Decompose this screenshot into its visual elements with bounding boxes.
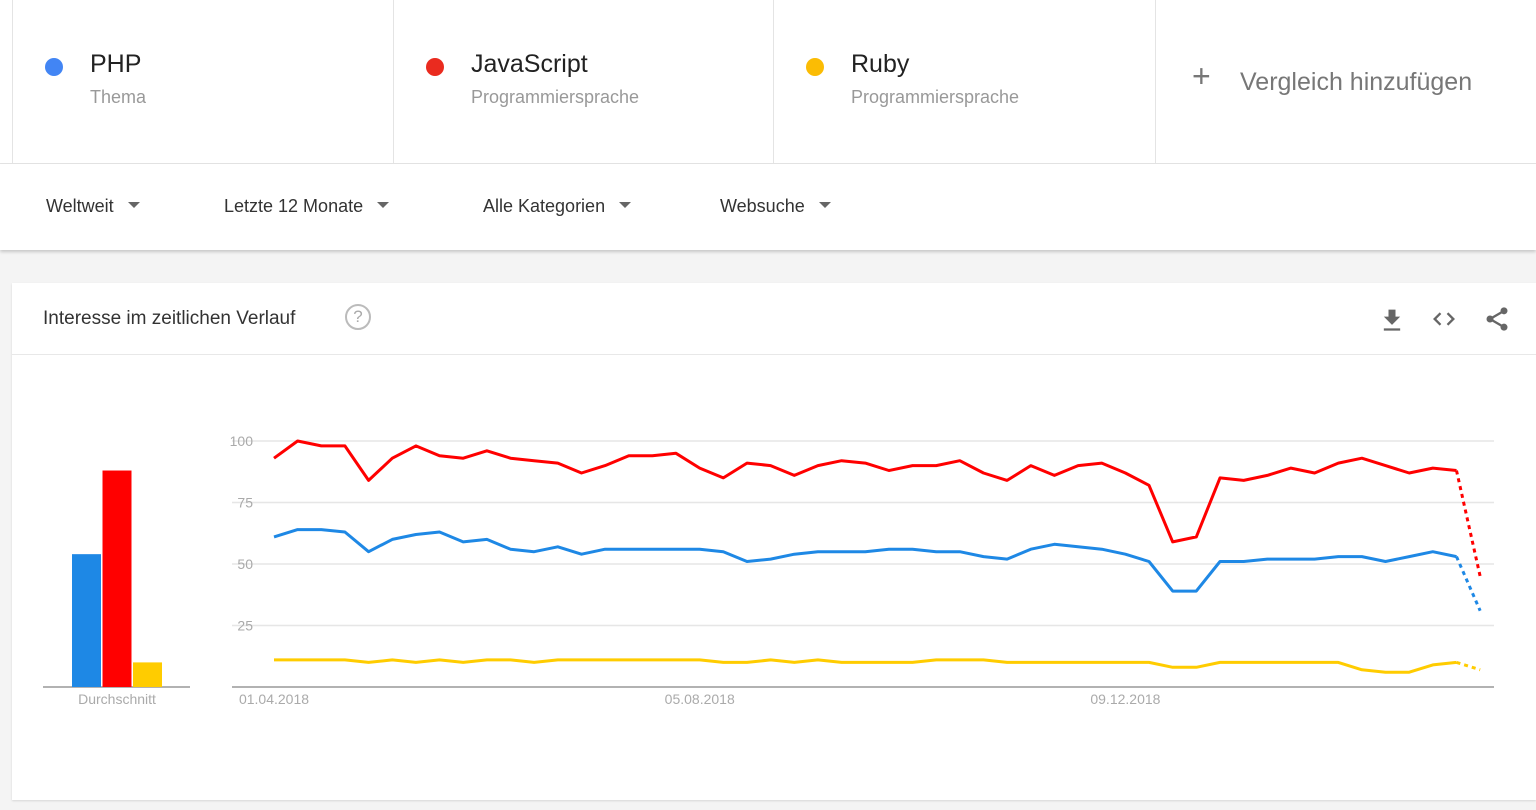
- php-color-dot: [45, 58, 63, 76]
- y-tick-label: 50: [237, 556, 253, 572]
- bar-x-label: Durchschnitt: [78, 691, 156, 707]
- y-tick-label: 75: [237, 495, 253, 511]
- y-tick-label: 100: [230, 433, 254, 449]
- filter-label: Alle Kategorien: [483, 196, 606, 216]
- average-bar-ruby: [133, 662, 162, 687]
- filter-label: Websuche: [720, 196, 805, 216]
- add-comparison-button[interactable]: + Vergleich hinzufügen: [1155, 0, 1536, 163]
- term-name: PHP: [90, 50, 142, 78]
- term-name: Ruby: [851, 50, 910, 78]
- caret-down-icon: [818, 202, 831, 209]
- filter-label: Weltweit: [46, 196, 114, 216]
- caret-down-icon: [377, 202, 390, 209]
- term-ruby[interactable]: Ruby Programmiersprache: [773, 0, 1155, 163]
- filter-bar: Weltweit Letzte 12 Monate Alle Kategorie…: [0, 164, 1536, 250]
- y-tick-label: 25: [237, 618, 253, 634]
- interest-over-time-card: Interesse im zeitlichen Verlauf ? Durchs…: [12, 283, 1536, 800]
- help-icon[interactable]: ?: [345, 304, 371, 330]
- plus-icon: +: [1192, 58, 1211, 94]
- chart-area: Durchschnitt 25 50 75 100 01.04.2018 05.08.201…: [43, 433, 1494, 707]
- search-terms-bar: PHP Thema JavaScript Programmiersprache …: [0, 0, 1536, 164]
- filter-time-range[interactable]: Letzte 12 Monate: [224, 196, 390, 217]
- embed-code-icon[interactable]: [1430, 305, 1458, 333]
- caret-down-icon: [127, 202, 140, 209]
- card-title: Interesse im zeitlichen Verlauf: [43, 308, 296, 329]
- series-partial-line-javascript: [1455, 470, 1482, 577]
- download-icon[interactable]: [1378, 305, 1406, 333]
- series-partial-line-ruby: [1456, 660, 1481, 672]
- term-javascript[interactable]: JavaScript Programmiersprache: [393, 0, 773, 163]
- filter-region[interactable]: Weltweit: [46, 196, 140, 217]
- series-line-php: [273, 528, 1457, 593]
- filter-label: Letzte 12 Monate: [224, 196, 364, 216]
- javascript-color-dot: [426, 58, 444, 76]
- card-header: Interesse im zeitlichen Verlauf ?: [12, 283, 1536, 355]
- series-line-ruby: [274, 658, 1457, 674]
- series-line-javascript: [273, 439, 1457, 544]
- x-tick-label: 05.08.2018: [665, 691, 735, 707]
- share-icon[interactable]: [1483, 305, 1511, 333]
- x-tick-label: 09.12.2018: [1090, 691, 1160, 707]
- ruby-color-dot: [806, 58, 824, 76]
- term-php[interactable]: PHP Thema: [12, 0, 393, 163]
- average-bar-javascript: [102, 470, 132, 687]
- term-subtitle: Programmiersprache: [851, 87, 1020, 107]
- term-subtitle: Programmiersprache: [471, 87, 640, 107]
- filter-category[interactable]: Alle Kategorien: [483, 196, 632, 217]
- filter-search-type[interactable]: Websuche: [720, 196, 831, 217]
- add-comparison-label: Vergleich hinzufügen: [1240, 68, 1473, 96]
- series-partial-line-php: [1455, 556, 1482, 612]
- term-name: JavaScript: [471, 50, 588, 78]
- caret-down-icon: [619, 202, 632, 209]
- x-tick-label: 01.04.2018: [239, 691, 309, 707]
- average-bar-php: [72, 554, 101, 687]
- term-subtitle: Thema: [90, 87, 147, 107]
